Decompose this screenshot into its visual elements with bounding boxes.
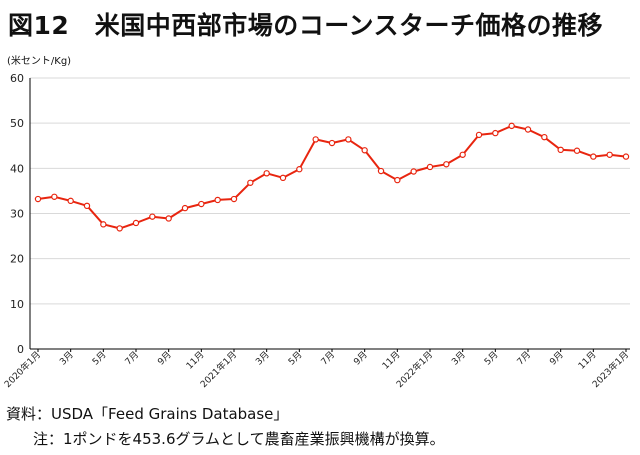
data-point — [263, 170, 270, 177]
y-tick-label: 50 — [10, 117, 24, 130]
x-tick-label: 3月 — [450, 349, 468, 367]
x-tick-label: 7月 — [515, 349, 533, 367]
data-point — [377, 167, 385, 175]
y-tick-label: 40 — [10, 162, 24, 175]
data-point — [524, 126, 532, 133]
x-tick-label: 3月 — [58, 349, 76, 367]
data-point — [214, 196, 221, 204]
data-point — [83, 202, 91, 210]
x-tick-label: 3月 — [254, 349, 272, 367]
conversion-note: 注：1ポンドを453.6グラムとして農畜産業振興機構が換算。 — [33, 430, 445, 448]
x-tick-label: 7月 — [319, 349, 337, 367]
data-point — [328, 139, 336, 147]
data-point — [475, 131, 483, 139]
x-tick-label: 11月 — [576, 349, 598, 371]
data-point — [51, 193, 58, 200]
data-point — [132, 219, 140, 227]
y-axis-unit-label: (米セント/Kg) — [7, 56, 72, 67]
data-point — [67, 197, 74, 205]
data-point — [312, 136, 319, 143]
data-point — [296, 166, 303, 173]
x-tick-label: 5月 — [90, 349, 108, 367]
x-tick-label: 11月 — [380, 349, 402, 371]
y-tick-label: 0 — [17, 343, 24, 356]
data-point — [492, 129, 499, 137]
data-point — [181, 204, 189, 212]
data-point — [100, 221, 107, 228]
data-point — [230, 195, 238, 203]
x-tick-label: 9月 — [156, 349, 174, 367]
x-tick-label: 11月 — [184, 349, 206, 371]
data-point — [361, 147, 368, 154]
y-tick-label: 20 — [10, 253, 24, 266]
data-point — [541, 133, 548, 141]
data-point — [573, 147, 581, 154]
y-tick-labels: 0 10 20 30 40 50 60 — [10, 72, 24, 356]
data-point — [459, 151, 466, 158]
data-point — [394, 176, 401, 184]
data-point — [622, 153, 630, 160]
x-tick-label: 5月 — [482, 349, 500, 367]
grid-lines — [30, 77, 630, 305]
data-point — [590, 153, 597, 160]
y-tick-label: 60 — [10, 72, 24, 85]
source-note: 資料：USDA「Feed Grains Database」 — [6, 405, 289, 423]
x-tick-label: 7月 — [123, 349, 141, 367]
data-point — [116, 225, 123, 232]
data-point — [149, 213, 156, 220]
data-point — [606, 151, 613, 158]
data-point — [198, 200, 205, 208]
y-tick-label: 10 — [10, 298, 24, 311]
data-point — [279, 174, 287, 182]
data-point — [410, 168, 417, 175]
x-tick-label: 9月 — [548, 349, 566, 367]
data-point — [165, 215, 172, 222]
series-price — [34, 122, 630, 232]
data-point — [508, 122, 515, 130]
x-tick-label: 9月 — [352, 349, 370, 367]
data-point — [443, 161, 450, 168]
data-point — [247, 179, 254, 186]
data-point — [557, 146, 564, 154]
data-point — [426, 163, 434, 171]
chart-title: 図12 米国中西部市場のコーンスターチ価格の推移 — [8, 11, 604, 40]
data-point — [34, 195, 42, 203]
y-tick-label: 30 — [10, 208, 24, 221]
data-point — [345, 136, 352, 143]
x-tick-label: 5月 — [286, 349, 304, 367]
axes — [29, 78, 630, 350]
